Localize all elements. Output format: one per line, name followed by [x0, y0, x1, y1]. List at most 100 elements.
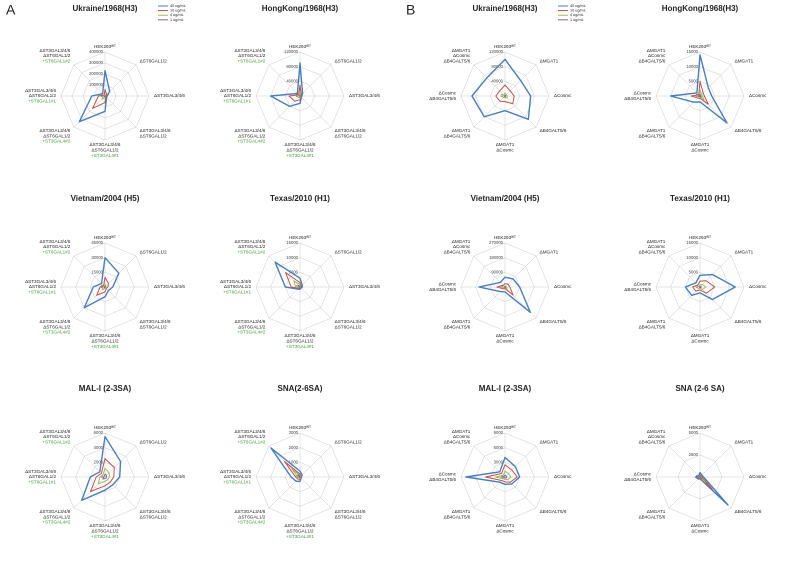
axis-label: ΔST3GAL3/4/6	[335, 509, 366, 514]
axis-label: ΔB4GALT5/6	[639, 440, 666, 445]
spoke	[668, 286, 701, 319]
axis-label: ΔMGAT1	[452, 429, 471, 434]
axis-label: ΔST3GAL3/4/6	[234, 48, 265, 53]
spoke	[268, 286, 301, 319]
axis-label: +ST3GAL4#2	[237, 520, 265, 525]
axis-label: ΔST3GAL3/4/6	[335, 128, 366, 133]
series-line	[80, 435, 122, 502]
grid-ring	[685, 272, 715, 302]
axis-label: +ST3GAL4#1	[91, 534, 119, 539]
chart-title: Texas/2010 (H1)	[670, 194, 730, 203]
axis-label: +ST6GAL1#1	[28, 99, 56, 104]
axis-label: ΔST3GAL3/4/6	[220, 279, 251, 284]
axis-label: +ST6GAL1#1	[223, 290, 251, 295]
axis-label: ΔST3GAL3/4/6	[349, 93, 380, 98]
series-line	[96, 276, 109, 296]
spoke	[504, 255, 537, 288]
axis-label: ΔST6GAL1/2	[140, 250, 168, 255]
axis-label: ΔB4GALT5/6	[624, 96, 651, 101]
spoke	[699, 64, 732, 97]
grid-ring	[60, 51, 150, 141]
axis-label: ΔST3GAL3/4/6	[154, 284, 185, 289]
series-line	[270, 447, 303, 483]
axis-label: ΔMGAT1	[496, 142, 515, 147]
axis-label: +ST3GAL4#1	[286, 344, 314, 349]
spoke	[268, 64, 301, 97]
axis-label: ΔST6GAL1/2	[91, 148, 119, 153]
spoke	[104, 286, 137, 319]
series-line	[478, 276, 532, 314]
series-line	[274, 261, 304, 291]
spoke	[504, 445, 537, 478]
tick-label: 6000	[94, 430, 104, 435]
axis-label: ΔMGAT1	[452, 239, 471, 244]
grid-ring	[475, 66, 535, 126]
series-line	[494, 470, 512, 481]
axis-label: ΔST3GAL3/4/6	[25, 279, 56, 284]
axis-label: ΔST3GAL3/4/6	[39, 48, 70, 53]
grid-ring	[490, 272, 520, 302]
grid-ring	[71, 62, 139, 130]
tick-label: 5000	[689, 430, 699, 435]
axis-label: ΔST6GAL1/2	[335, 514, 363, 519]
series-line	[103, 285, 106, 289]
axis-label: ΔCosmc	[554, 284, 572, 289]
axis-label: ΔST3GAL3/4/6	[39, 319, 70, 324]
grid-ring	[255, 242, 345, 332]
series-line	[465, 456, 521, 486]
series-line	[684, 273, 736, 301]
axis-label: ΔST6GAL1/2	[43, 514, 71, 519]
tick-label: 3000	[289, 430, 299, 435]
chart-title: MAL-I (2-3SA)	[479, 384, 532, 393]
axis-label: +ST3GAL4#2	[42, 139, 70, 144]
tick-label: 40000	[491, 78, 503, 83]
axis-label: ΔST6GAL1/2	[29, 284, 57, 289]
axis-label: ΔMGAT1	[496, 523, 515, 528]
axis-label: ΔCosmc	[453, 434, 471, 439]
series-line	[501, 474, 508, 479]
axis-label: ΔST6GAL1/2	[335, 250, 363, 255]
axis-label: ΔST3GAL3/4/6	[349, 474, 380, 479]
series-line	[297, 474, 301, 478]
axis-label: ΔST3GAL3/4/6	[90, 523, 121, 528]
axis-label: ΔST3GAL3/4/6	[220, 469, 251, 474]
axis-label: ΔMGAT1	[452, 128, 471, 133]
legend-label: 4 ug/mL	[570, 13, 584, 17]
axis-label: HEK293ᵂᵀ	[689, 425, 711, 430]
spoke	[668, 255, 701, 288]
legend-label: 40 ug/mL	[570, 4, 586, 8]
axis-label: ΔST3GAL3/4/6	[39, 128, 70, 133]
axis-label: ΔB4GALT5/6	[540, 128, 567, 133]
axis-label: ΔST6GAL1/2	[238, 244, 266, 249]
axis-label: ΔB4GALT5/6	[639, 324, 666, 329]
tick-label: 2500	[689, 452, 699, 457]
axis-label: ΔST6GAL1/2	[140, 514, 168, 519]
series-line	[269, 62, 304, 108]
series-line	[89, 458, 115, 493]
spoke	[299, 476, 332, 509]
axis-label: ΔST6GAL1/2	[286, 148, 314, 153]
grid-ring	[460, 432, 550, 522]
axis-label: ΔST3GAL3/4/6	[285, 523, 316, 528]
spoke	[104, 255, 137, 288]
axis-label: +ST3GAL4#1	[91, 344, 119, 349]
axis-label: ΔB4GALT5/6	[735, 128, 762, 133]
axis-label: ΔST6GAL1/2	[238, 133, 266, 138]
grid-ring	[460, 51, 550, 141]
axis-label: ΔST3GAL3/4/6	[25, 469, 56, 474]
grid-ring	[655, 432, 745, 522]
axis-label: ΔST3GAL3/4/6	[220, 88, 251, 93]
axis-label: ΔB4GALT5/6	[735, 509, 762, 514]
axis-label: ΔST3GAL3/4/6	[349, 284, 380, 289]
spoke	[699, 255, 732, 288]
axis-label: ΔMGAT1	[647, 319, 666, 324]
series-line	[690, 80, 709, 105]
grid-ring	[670, 257, 730, 317]
axis-label: ΔST6GAL1/2	[140, 59, 168, 64]
chart-title: Vietnam/2004 (H5)	[471, 194, 540, 203]
axis-label: ΔCosmc	[749, 284, 767, 289]
legend-label: 10 ug/mL	[170, 9, 186, 13]
axis-label: ΔMGAT1	[735, 250, 754, 255]
axis-label: HEK293ᵂᵀ	[289, 44, 311, 49]
axis-label: +ST6GAL1#1	[28, 480, 56, 485]
